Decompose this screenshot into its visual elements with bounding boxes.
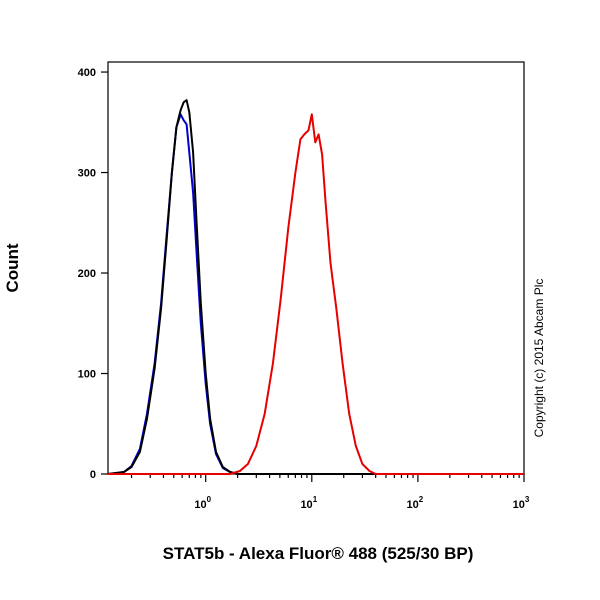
copyright-notice: Copyright (c) 2015 Abcam Plc [532, 279, 546, 438]
y-tick-label: 200 [78, 268, 96, 280]
x-axis: 100 101 102 103 [130, 474, 530, 511]
y-axis-title: Count [3, 243, 22, 292]
y-axis: 0 100 200 300 400 [78, 67, 108, 481]
histogram-series-3 [108, 113, 524, 475]
x-tick-label: 103 [513, 495, 530, 511]
x-axis-title: STAT5b - Alexa Fluor® 488 (525/30 BP) [163, 544, 474, 563]
x-tick-label: 102 [407, 495, 424, 511]
x-tick-label: 101 [300, 495, 317, 511]
histogram-series [107, 99, 524, 475]
y-tick-label: 100 [78, 369, 96, 381]
y-tick-label: 0 [90, 469, 96, 481]
y-tick-label: 400 [78, 67, 96, 79]
histogram-series-2 [107, 99, 524, 475]
plot-frame [107, 61, 525, 475]
y-tick-label: 300 [78, 168, 96, 180]
x-tick-label: 100 [194, 495, 211, 511]
